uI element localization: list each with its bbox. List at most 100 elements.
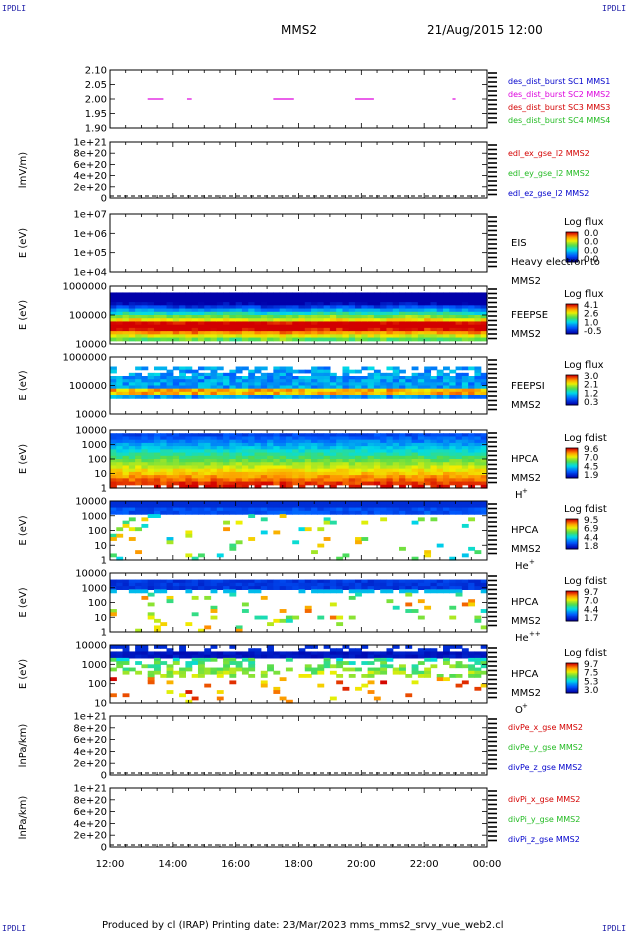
hpca_o-spectrogram-cell [260,651,268,656]
hpca_o-spectrogram-cell [424,670,432,675]
hpca_h-spectrogram-cell [160,481,168,486]
hpca_he-spectrogram-cell [248,514,256,518]
hpca_he-colorbar-title: Log fdist [564,504,607,515]
feepse-spectrogram-cell [336,315,344,319]
hpca_he-spectrogram-cell [210,510,218,515]
hpca_h-spectrogram-cell [367,433,375,438]
hpca_h-spectrogram-cell [135,462,143,467]
hpca_h-spectrogram-cell [166,465,174,470]
feepsi-spectrogram-cell [116,385,124,390]
feepsi-spectrogram-cell [260,388,268,393]
hpca_h-spectrogram-cell [210,459,218,463]
hpca_he-spectrogram-cell [380,517,388,522]
feepse-spectrogram-cell [267,302,274,306]
feepse-spectrogram-cell [254,305,262,310]
feepse-spectrogram-cell [480,334,488,339]
hpca_h-spectrogram-cell [204,471,212,476]
hpca_o-spectrogram-cell [260,654,268,659]
hpca_h-spectrogram-cell [417,481,425,486]
hpca_he-spectrogram-cell [185,530,193,535]
feepse-spectrogram-cell [392,311,400,316]
hpca_h-spectrogram-cell [436,481,444,486]
hpca_h-spectrogram-cell [304,433,312,438]
feepsi-spectrogram-cell [172,382,180,387]
feepse-spectrogram-cell [229,295,237,300]
hpca_o-spectrogram-cell [361,654,369,659]
feepse-spectrogram-cell [172,334,180,339]
feepse-spectrogram-cell [197,327,205,332]
feepse-spectrogram-cell [342,311,350,316]
hpca_h-spectrogram-cell [342,455,350,460]
hpca_h-spectrogram-cell [210,481,218,486]
feepsi-spectrogram-cell [474,382,482,387]
eis-colorbar-frame [565,231,579,263]
hpca_he-spectrogram-cell [367,504,375,509]
feepsi-spectrogram-cell [254,395,262,399]
hpca_he-spectrogram-cell [298,510,306,515]
hpca_h-spectrogram-cell [210,478,218,483]
feepsi-spectrogram-cell [405,388,413,393]
hpca_o-y-tick-label: 10 [94,699,107,710]
feepse-spectrogram-cell [279,292,287,297]
feepse-spectrogram-cell [298,327,306,332]
hpca_h-spectrogram-cell [260,446,268,450]
hpca_h-spectrogram-cell [116,449,124,454]
hpca_o-spectrogram-cell [373,657,381,662]
hpca_h-spectrogram-cell [204,439,212,444]
hpca_he-spectrogram-cell [248,510,256,515]
feepse-spectrogram-cell [342,292,350,297]
hpca_h-spectrogram-cell [197,455,205,460]
hpca_h-spectrogram-cell [279,462,287,467]
feepse-spectrogram-cell [229,292,237,297]
feepsi-colorbar-cell [566,393,578,396]
feepse-spectrogram-cell [373,308,381,313]
hpca_o-spectrogram-cell [248,657,256,662]
hpca_h-spectrogram-cell [285,436,293,441]
hpca_o-spectrogram-cell [461,680,469,685]
hpca_he-spectrogram-cell [443,510,450,515]
hpca_he-spectrogram-cell [329,507,337,512]
feepse-spectrogram-cell [260,315,268,319]
hpca_h-spectrogram-cell [248,459,256,463]
hpca_h-spectrogram-cell [329,471,337,476]
hpca_h-colorbar-cell [566,454,578,456]
feepse-spectrogram-cell [411,318,419,323]
hpca_h-spectrogram-cell [436,452,444,457]
hpca_h-spectrogram-cell [185,439,193,444]
hpca_he-spectrogram-cell [424,507,432,512]
hpca_hepp-colorbar-tick: 4.4 [584,605,599,615]
efield-frame [109,141,488,199]
eis-colorbar-cell [566,253,578,255]
feepse-spectrogram-cell [430,295,438,300]
feepsi-spectrogram-cell [323,372,331,377]
hpca_hepp-spectrogram-cell [436,579,444,584]
hpca_he-spectrogram-cell [361,537,369,541]
feepsi-spectrogram-cell [292,388,300,393]
hpca_hepp-spectrogram-cell [392,582,400,587]
hpca_h-spectrogram-cell [468,446,476,450]
feepse-spectrogram-cell [304,292,312,297]
hpca_o-spectrogram-cell [399,651,406,656]
feepse-instrument-label: MMS2 [511,329,541,340]
hpca_h-spectrogram-cell [128,436,136,441]
feepse-spectrogram-cell [361,315,369,319]
feepse-spectrogram-cell [172,327,180,332]
hpca_o-spectrogram-cell [160,674,168,678]
hpca_he-y-axis-label: E (eV) [18,515,29,545]
burst-frame [109,69,488,129]
hpca_h-spectrogram-cell [317,462,325,467]
hpca_h-spectrogram-cell [229,459,237,463]
feepse-spectrogram-cell [248,298,256,303]
hpca_h-spectrogram-cell [135,442,143,447]
hpca_hepp-spectrogram-cell [380,586,388,590]
feepse-spectrogram-cell [172,311,180,316]
hpca_hepp-spectrogram-cell [430,582,438,587]
feepse-spectrogram-cell [392,331,400,335]
hpca_he-spectrogram-cell [399,546,406,551]
hpca_h-spectrogram-cell [191,452,199,457]
feepsi-spectrogram-cell [355,376,362,380]
hpca_he-spectrogram-cell [229,510,237,515]
hpca_h-colorbar-tick: 7.0 [584,454,599,464]
feepsi-spectrogram-cell [380,388,388,393]
feepse-spectrogram-cell [210,305,218,310]
